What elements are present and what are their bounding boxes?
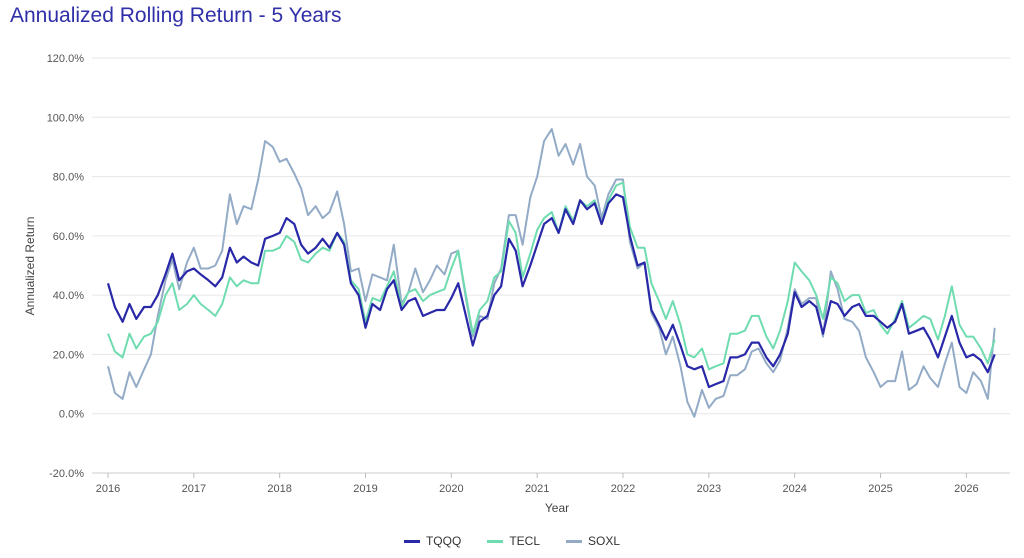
legend: TQQQ TECL SOXL [0, 534, 1024, 548]
x-axis-ticks: 2016 2017 2018 2019 2020 2021 2022 2023 2024 2025… [92, 472, 1010, 495]
legend-label-tecl: TECL [509, 534, 540, 548]
x-tick-label: 2026 [954, 483, 978, 495]
y-tick-label: 100.0% [47, 112, 85, 124]
legend-swatch-soxl [566, 539, 582, 543]
legend-item-soxl[interactable]: SOXL [566, 534, 620, 548]
y-axis-title: Annualized Return [23, 217, 37, 316]
legend-swatch-tqqq [403, 539, 420, 543]
y-tick-label: 20.0% [53, 349, 84, 361]
x-tick-label: 2025 [868, 483, 892, 495]
grid-lines [92, 57, 1010, 474]
y-tick-label: 40.0% [53, 290, 84, 302]
legend-item-tqqq[interactable]: TQQQ [403, 534, 462, 548]
y-tick-label: 0.0% [59, 409, 84, 421]
x-tick-label: 2020 [439, 483, 463, 495]
chart-title: Annualized Rolling Return - 5 Years [10, 4, 342, 27]
series-line-soxl [107, 128, 996, 418]
x-tick-label: 2019 [353, 483, 377, 495]
x-tick-label: 2021 [525, 483, 549, 495]
legend-item-tecl[interactable]: TECL [487, 534, 540, 548]
x-tick-label: 2016 [96, 483, 120, 495]
x-tick-label: 2023 [697, 483, 721, 495]
series-line-tqqq [106, 193, 996, 389]
y-tick-label: 60.0% [53, 231, 84, 243]
y-axis-ticks: -20.0% 0.0% 20.0% 40.0% 60.0% 80.0% 100.0% 120.… [47, 53, 85, 480]
x-tick-label: 2018 [267, 483, 291, 495]
y-tick-label: -20.0% [49, 468, 84, 480]
legend-label-soxl: SOXL [588, 534, 621, 548]
series-lines [106, 128, 996, 418]
line-chart: -20.0% 0.0% 20.0% 40.0% 60.0% 80.0% 100.0% 120.… [23, 53, 1010, 515]
x-tick-label: 2024 [782, 483, 806, 495]
y-tick-label: 80.0% [53, 172, 84, 184]
x-tick-label: 2022 [611, 483, 635, 495]
legend-label-tqqq: TQQQ [425, 534, 462, 548]
series-line-tecl [107, 181, 996, 371]
x-tick-label: 2017 [182, 483, 206, 495]
x-axis-title: Year [545, 501, 569, 515]
legend-swatch-tecl [487, 539, 504, 543]
y-tick-label: 120.0% [47, 53, 85, 65]
